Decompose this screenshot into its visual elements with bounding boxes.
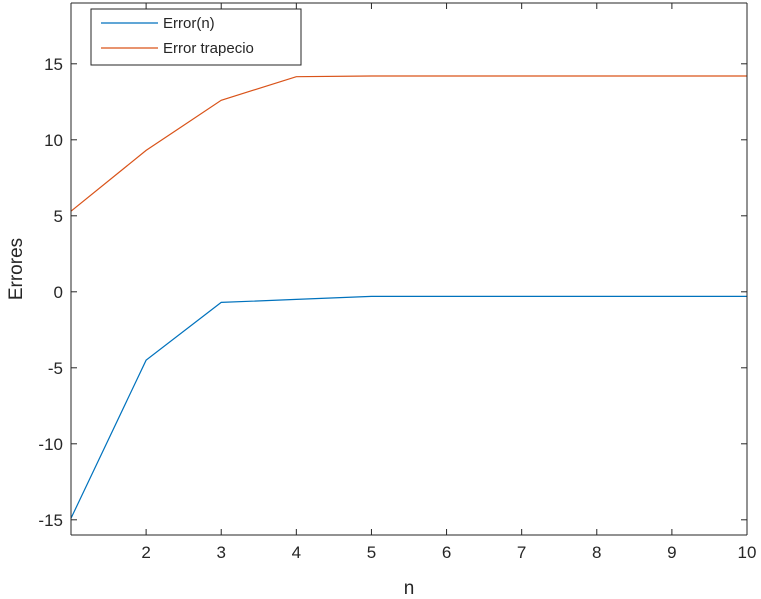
legend-label-2: Error trapecio — [163, 40, 254, 57]
legend: Error(n) Error trapecio — [90, 8, 302, 66]
plot-area — [71, 3, 747, 535]
y-tick-label: 5 — [54, 207, 63, 226]
x-tick-label: 7 — [517, 543, 526, 562]
x-tick-label: 8 — [592, 543, 601, 562]
plot-background — [71, 3, 747, 535]
x-tick-label: 6 — [442, 543, 451, 562]
y-axis-label: Errores — [6, 238, 27, 300]
legend-box — [90, 8, 302, 66]
y-tick-label: -10 — [38, 435, 63, 454]
series-line-2 — [70, 75, 747, 212]
axes-layer: 2 3 4 5 6 7 8 9 10 -15 -10 -5 0 5 10 15 — [38, 2, 757, 562]
x-tick-label: 3 — [216, 543, 225, 562]
series-layer — [70, 75, 747, 519]
series-line-1 — [70, 295, 747, 519]
y-tick-label: -5 — [48, 359, 63, 378]
y-tick-label: 15 — [44, 55, 63, 74]
x-tick-label: 4 — [292, 543, 301, 562]
y-tick-label: 10 — [44, 131, 63, 150]
x-tick-label: 9 — [667, 543, 676, 562]
y-tick-label: -15 — [38, 511, 63, 530]
legend-label-1: Error(n) — [163, 15, 215, 32]
x-tick-label: 10 — [738, 543, 757, 562]
y-tick-label: 0 — [54, 283, 63, 302]
x-tick-label: 5 — [367, 543, 376, 562]
x-tick-label: 2 — [141, 543, 150, 562]
x-axis-label: n — [404, 578, 415, 599]
